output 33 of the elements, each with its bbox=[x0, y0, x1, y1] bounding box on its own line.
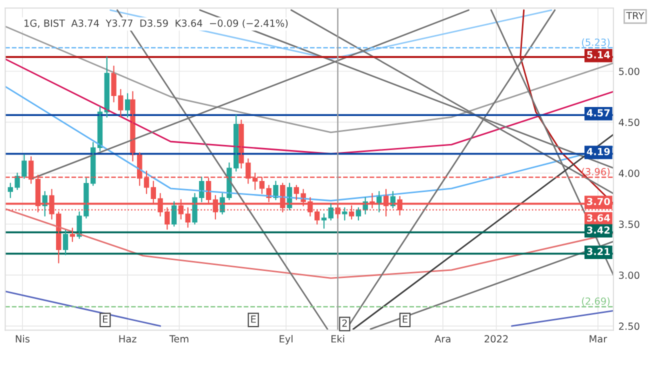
annotation: E bbox=[103, 316, 108, 323]
ref-line-label: (3.96) bbox=[582, 168, 610, 177]
y-tick-label: 4.00 bbox=[618, 170, 640, 177]
y-tick-label: 4.50 bbox=[618, 118, 640, 126]
x-tick-label: Nis bbox=[16, 334, 30, 343]
ref-line-label: 4.19 bbox=[586, 148, 610, 156]
line-series bbox=[5, 58, 614, 155]
x-tick-label: Mar bbox=[590, 335, 608, 343]
ref-line-label: 5.14 bbox=[587, 51, 610, 58]
x-tick-label: Tem bbox=[169, 335, 188, 343]
ref-line-label: 4.57 bbox=[586, 109, 610, 117]
ref-line-label: (5.23) bbox=[582, 38, 610, 48]
annotation: 2 bbox=[342, 319, 347, 327]
ref-line-label: 3.64 bbox=[587, 214, 610, 222]
line-series bbox=[5, 208, 614, 279]
ref-line-label: 3.42 bbox=[587, 226, 610, 234]
x-tick-label: 2022 bbox=[484, 335, 508, 343]
ref-line-label: 3.21 bbox=[587, 248, 610, 256]
ref-line-label: 3.70 bbox=[587, 198, 610, 206]
candlestick bbox=[342, 207, 348, 221]
y-tick-label: 3.50 bbox=[619, 220, 640, 228]
text: 1G, BIST A3.74 Y3.77 D3.59 K3.64 −0.09 (−2.41%) bbox=[24, 19, 288, 28]
annotation: E bbox=[402, 316, 408, 323]
y-tick-label: 2.50 bbox=[619, 322, 640, 330]
annotation: E bbox=[251, 316, 256, 323]
x-tick-label: Ara bbox=[434, 335, 450, 343]
x-tick-label: Eyl bbox=[280, 334, 292, 344]
y-tick-label: 5.00 bbox=[619, 68, 640, 76]
y-tick-label: 3.00 bbox=[619, 272, 640, 279]
x-tick-label: Eki bbox=[331, 334, 344, 342]
ref-line-label: (2.69) bbox=[582, 297, 610, 306]
text: TRY bbox=[626, 12, 644, 20]
x-tick-label: Haz bbox=[119, 335, 136, 343]
